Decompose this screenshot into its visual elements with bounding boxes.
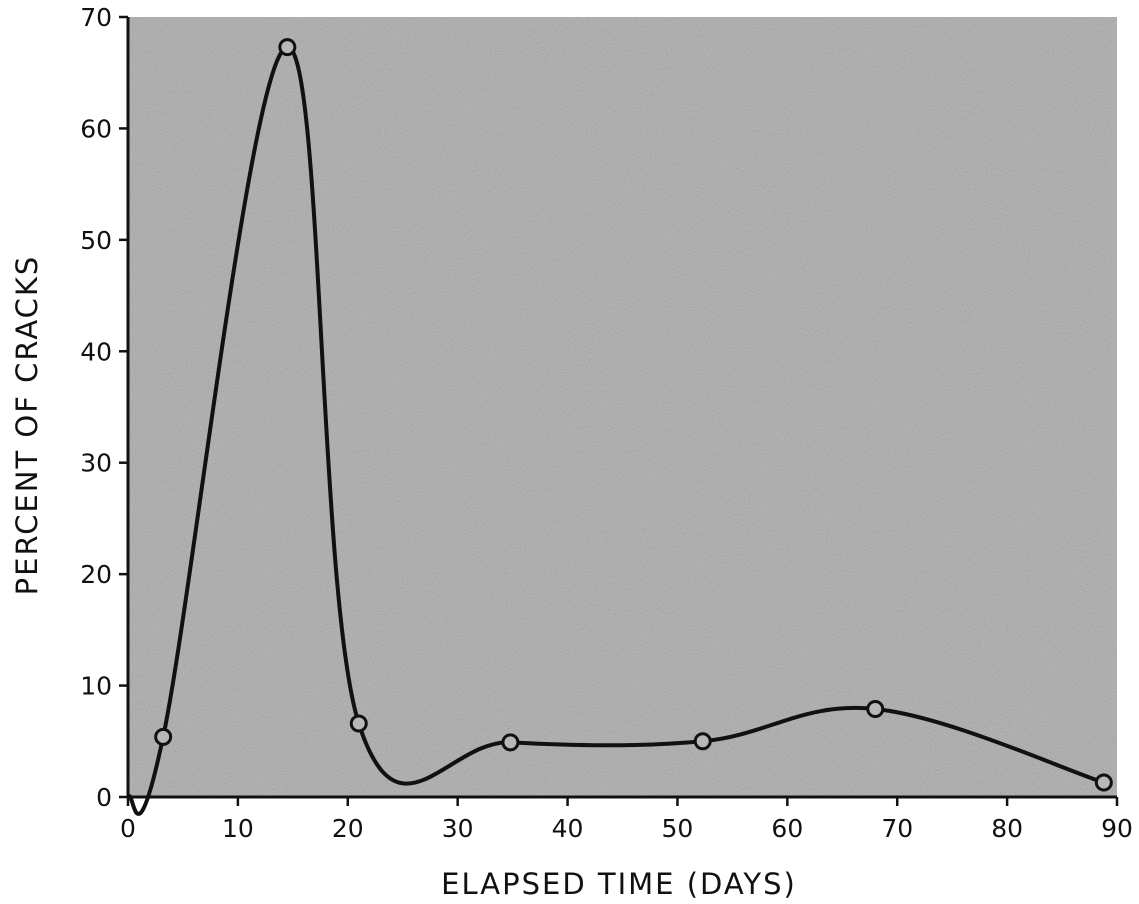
- y-axis-title: PERCENT OF CRACKS: [10, 255, 44, 596]
- x-tick-label: 50: [662, 814, 694, 843]
- y-tick-label: 0: [96, 783, 112, 812]
- y-tick-label: 70: [80, 3, 112, 32]
- y-tick-label: 20: [80, 560, 112, 589]
- x-tick-label: 80: [991, 814, 1023, 843]
- y-tick-label: 60: [80, 114, 112, 143]
- x-tick-label: 10: [222, 814, 254, 843]
- data-point-marker: [866, 699, 885, 718]
- y-tick-label: 10: [80, 672, 112, 701]
- data-point-marker: [693, 732, 712, 751]
- x-tick-label: 40: [552, 814, 584, 843]
- series-group: [126, 45, 1105, 816]
- data-point-marker: [349, 714, 368, 733]
- y-tick-label: 30: [80, 449, 112, 478]
- x-tick-label: 90: [1101, 814, 1133, 843]
- x-tick-label: 60: [771, 814, 803, 843]
- data-point-marker: [154, 727, 173, 746]
- x-axis: 0 10 20 30 40 50 60 70 80 90: [120, 795, 1133, 843]
- series-line: [126, 45, 1105, 816]
- y-axis: 0 10 20 30 40 50 60 70: [80, 3, 130, 812]
- marker-group: [154, 38, 1113, 792]
- x-axis-title: ELAPSED TIME (DAYS): [441, 867, 797, 901]
- y-tick-label: 40: [80, 337, 112, 366]
- data-point-marker: [278, 38, 297, 57]
- y-tick-label: 50: [80, 226, 112, 255]
- x-tick-label: 30: [442, 814, 474, 843]
- data-point-marker: [501, 733, 520, 752]
- x-tick-label: 70: [881, 814, 913, 843]
- plot-texture: [128, 17, 1117, 797]
- x-tick-label: 20: [332, 814, 364, 843]
- x-tick-label: 0: [120, 814, 136, 843]
- data-point-marker: [1094, 773, 1113, 792]
